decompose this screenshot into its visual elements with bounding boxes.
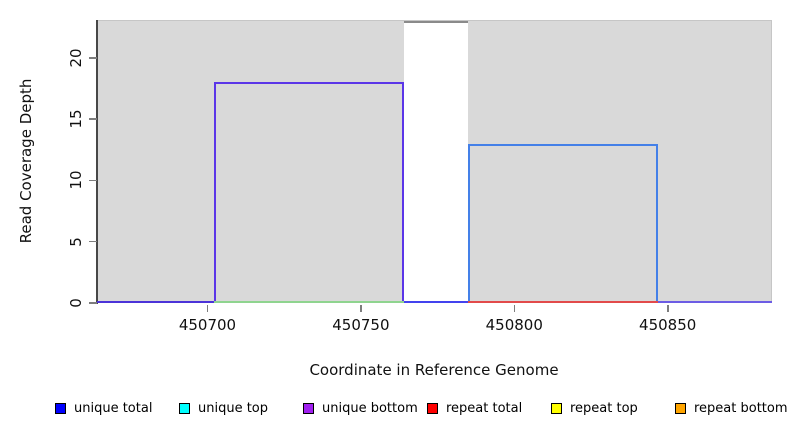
x-tick xyxy=(667,305,669,312)
legend-swatch-repeat-total-icon xyxy=(427,402,438,414)
legend-label: unique total xyxy=(74,400,153,416)
legend-swatch-repeat-bottom-icon xyxy=(675,402,686,414)
legend-swatch-unique-top-icon xyxy=(179,402,190,414)
unique-coverage-left-block xyxy=(213,82,404,303)
legend-label: unique top xyxy=(198,400,269,416)
unique-coverage-right-block xyxy=(468,143,659,303)
x-tick xyxy=(206,305,209,312)
x-tick xyxy=(513,305,516,312)
y-tick-label: 10 xyxy=(67,170,85,191)
y-tick-label: 5 xyxy=(67,236,85,247)
legend-swatch-unique-bottom-icon xyxy=(303,402,314,414)
baseline-segment xyxy=(658,301,772,303)
x-tick-label: 450800 xyxy=(485,316,543,334)
y-tick xyxy=(89,57,97,59)
legend-label: repeat top xyxy=(570,400,638,416)
y-tick-label: 20 xyxy=(67,48,85,68)
y-tick-label: 15 xyxy=(67,109,85,129)
legend-item-repeat-top: repeat top xyxy=(551,400,638,416)
baseline-segment xyxy=(97,301,214,303)
legend-item-unique-total: unique total xyxy=(55,400,152,416)
y-tick xyxy=(89,302,97,304)
y-tick xyxy=(89,179,97,182)
legend-label: repeat bottom xyxy=(694,400,788,416)
legend-swatch-repeat-top-icon xyxy=(551,402,562,414)
x-tick xyxy=(360,305,362,312)
baseline-segment xyxy=(403,301,469,303)
legend-swatch-unique-total-icon xyxy=(55,402,66,414)
masked-region-block xyxy=(403,21,469,303)
y-tick xyxy=(89,118,97,120)
baseline-segment xyxy=(213,301,404,303)
y-tick-label: 0 xyxy=(67,298,85,308)
x-tick-label: 450700 xyxy=(178,316,237,334)
x-tick-label: 450850 xyxy=(639,316,697,334)
y-axis-title: Read Coverage Depth xyxy=(17,78,35,244)
y-tick xyxy=(89,240,97,243)
legend-item-repeat-bottom: repeat bottom xyxy=(675,400,788,416)
legend-label: unique bottom xyxy=(322,400,418,416)
x-axis-title: Coordinate in Reference Genome xyxy=(309,361,559,379)
y-axis-line xyxy=(96,20,98,304)
x-tick-label: 450750 xyxy=(332,316,390,334)
legend-label: repeat total xyxy=(446,400,523,416)
legend-item-repeat-total: repeat total xyxy=(427,400,522,416)
baseline-segment xyxy=(468,301,659,303)
legend-item-unique-bottom: unique bottom xyxy=(303,400,418,416)
legend-item-unique-top: unique top xyxy=(179,400,268,416)
